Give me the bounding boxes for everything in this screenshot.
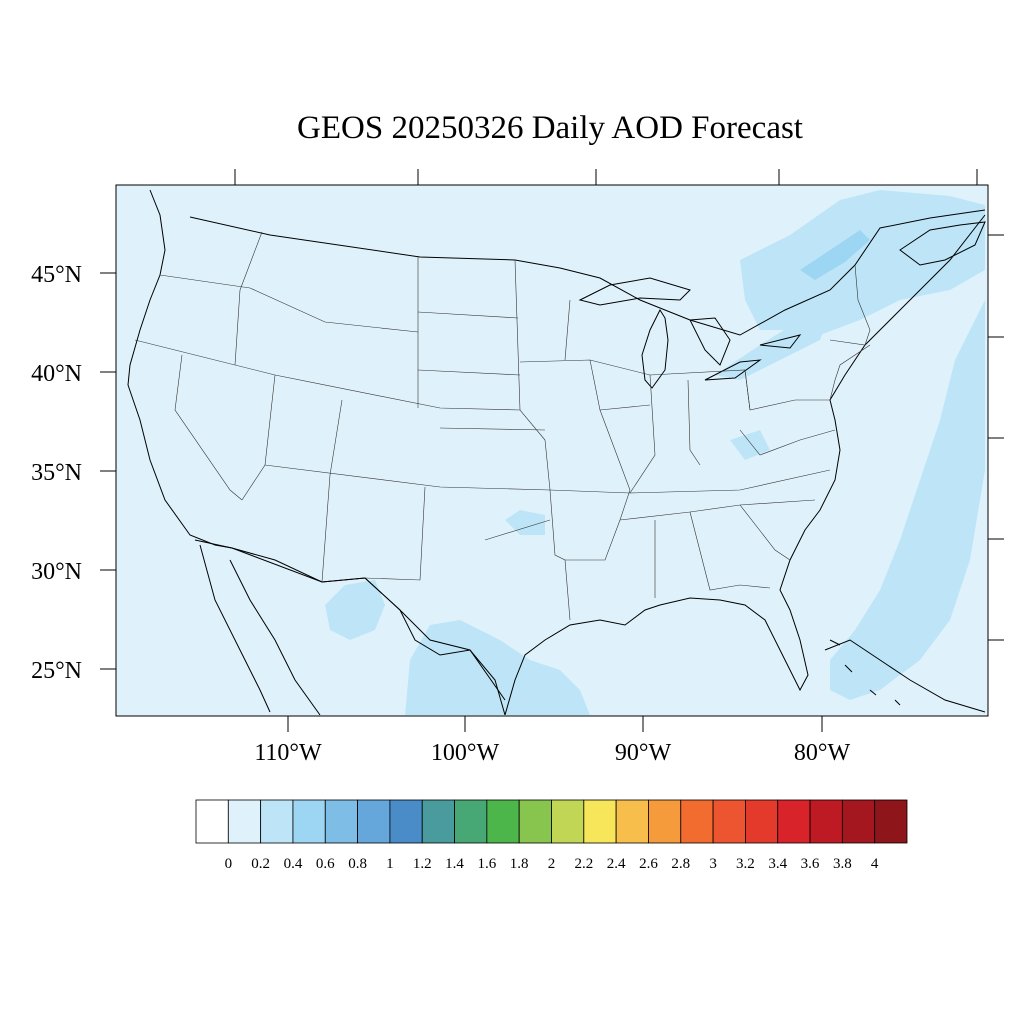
aod-oklahoma-patch [505,510,545,535]
aod-gulf-of-maine-plume [740,190,985,335]
top-ticks [234,169,978,185]
colorbar-swatch [421,799,455,844]
aod-maine-core [800,230,870,280]
colorbar-swatch [680,799,714,844]
lon-labels: 110°W 100°W 90°W 80°W [254,740,850,766]
colorbar-swatch [712,799,746,844]
colorbar-label: 2.8 [671,856,690,872]
colorbar-label: 2.6 [639,856,658,872]
colorbar-label: 0.4 [284,856,303,872]
lake-huron [689,317,731,366]
colorbar-label: 3.2 [736,856,755,872]
colorbar-swatch [648,799,682,844]
colorbar-label: 2.4 [607,856,626,872]
colorbar-label: 1.4 [445,856,464,872]
colorbar-swatch [777,799,811,844]
colorbar-swatch [454,799,488,844]
mexico-border [194,539,506,701]
colorbar-swatch [389,799,423,844]
colorbar-swatch [874,799,908,844]
lat-label-30: 30°N [31,559,82,585]
baja-california [199,544,271,713]
aod-south-texas [405,620,590,715]
colorbar-swatch [615,799,649,844]
lake-erie [704,359,762,381]
colorbar-label: 2 [548,856,556,872]
colorbar-swatch [518,799,552,844]
colorbar-swatch [745,799,779,844]
left-ticks [100,272,116,670]
colorbar-label: 0.6 [316,856,335,872]
colorbar-swatch [486,799,520,844]
aod-shading-dark [800,230,870,280]
lat-label-25: 25°N [31,658,82,684]
map-title: GEOS 20250326 Daily AOD Forecast [297,110,803,146]
colorbar-label: 0.8 [348,856,367,872]
aod-kentucky-patch [730,430,770,460]
colorbar: 0 0.2 0.4 0.6 0.8 1 1.2 1.4 1.6 1.8 2 2.2 2.4 2.6 2.8 3… [195,799,908,872]
colorbar-swatch [357,799,391,844]
lon-label-100: 100°W [431,740,500,766]
colorbar-label: 1.6 [477,856,496,872]
lon-label-90: 90°W [615,740,672,766]
colorbar-label: 0 [225,856,233,872]
gulf-of-california-coast [229,559,321,716]
map-frame [115,184,989,717]
colorbar-swatch [841,799,876,844]
colorbar-swatch [583,799,617,844]
colorbar-label: 4 [871,856,879,872]
lake-michigan [641,308,669,389]
lat-label-35: 35°N [31,460,82,486]
colorbar-swatch [809,799,843,844]
colorbar-label: 1.8 [510,856,529,872]
state-borders [134,231,871,621]
cuba-coast [824,639,986,713]
lon-label-110: 110°W [254,740,322,766]
coastlines [127,189,986,716]
right-ticks [988,234,1004,641]
colorbar-label: 1.2 [413,856,432,872]
colorbar-label: 1 [386,856,394,872]
colorbar-label: 3.6 [801,856,820,872]
colorbar-swatch [324,799,358,844]
aod-shading [325,190,985,715]
lon-label-80: 80°W [794,740,851,766]
colorbar-label: 3 [709,856,717,872]
colorbar-swatch [292,799,326,844]
colorbar-label: 0.2 [251,856,270,872]
colorbar-label: 3.4 [768,856,787,872]
colorbar-swatch [260,799,294,844]
lat-label-45: 45°N [31,262,82,288]
colorbar-label: 2.2 [574,856,593,872]
nova-scotia [899,221,986,266]
lat-labels: 45°N 40°N 35°N 30°N 25°N [31,262,82,684]
lake-superior [578,277,691,306]
bahamas-islands [829,639,901,706]
us-outline [127,189,986,716]
colorbar-swatch [195,799,229,844]
colorbar-swatch [551,799,585,844]
bottom-ticks [287,716,823,732]
aod-mexico-patch [325,580,385,640]
lake-ontario [759,334,802,349]
aod-great-lakes-band [715,315,830,380]
colorbar-swatch [227,799,262,844]
colorbar-label: 3.8 [833,856,852,872]
lat-label-40: 40°N [31,361,82,387]
aod-atlantic-band [830,300,985,700]
